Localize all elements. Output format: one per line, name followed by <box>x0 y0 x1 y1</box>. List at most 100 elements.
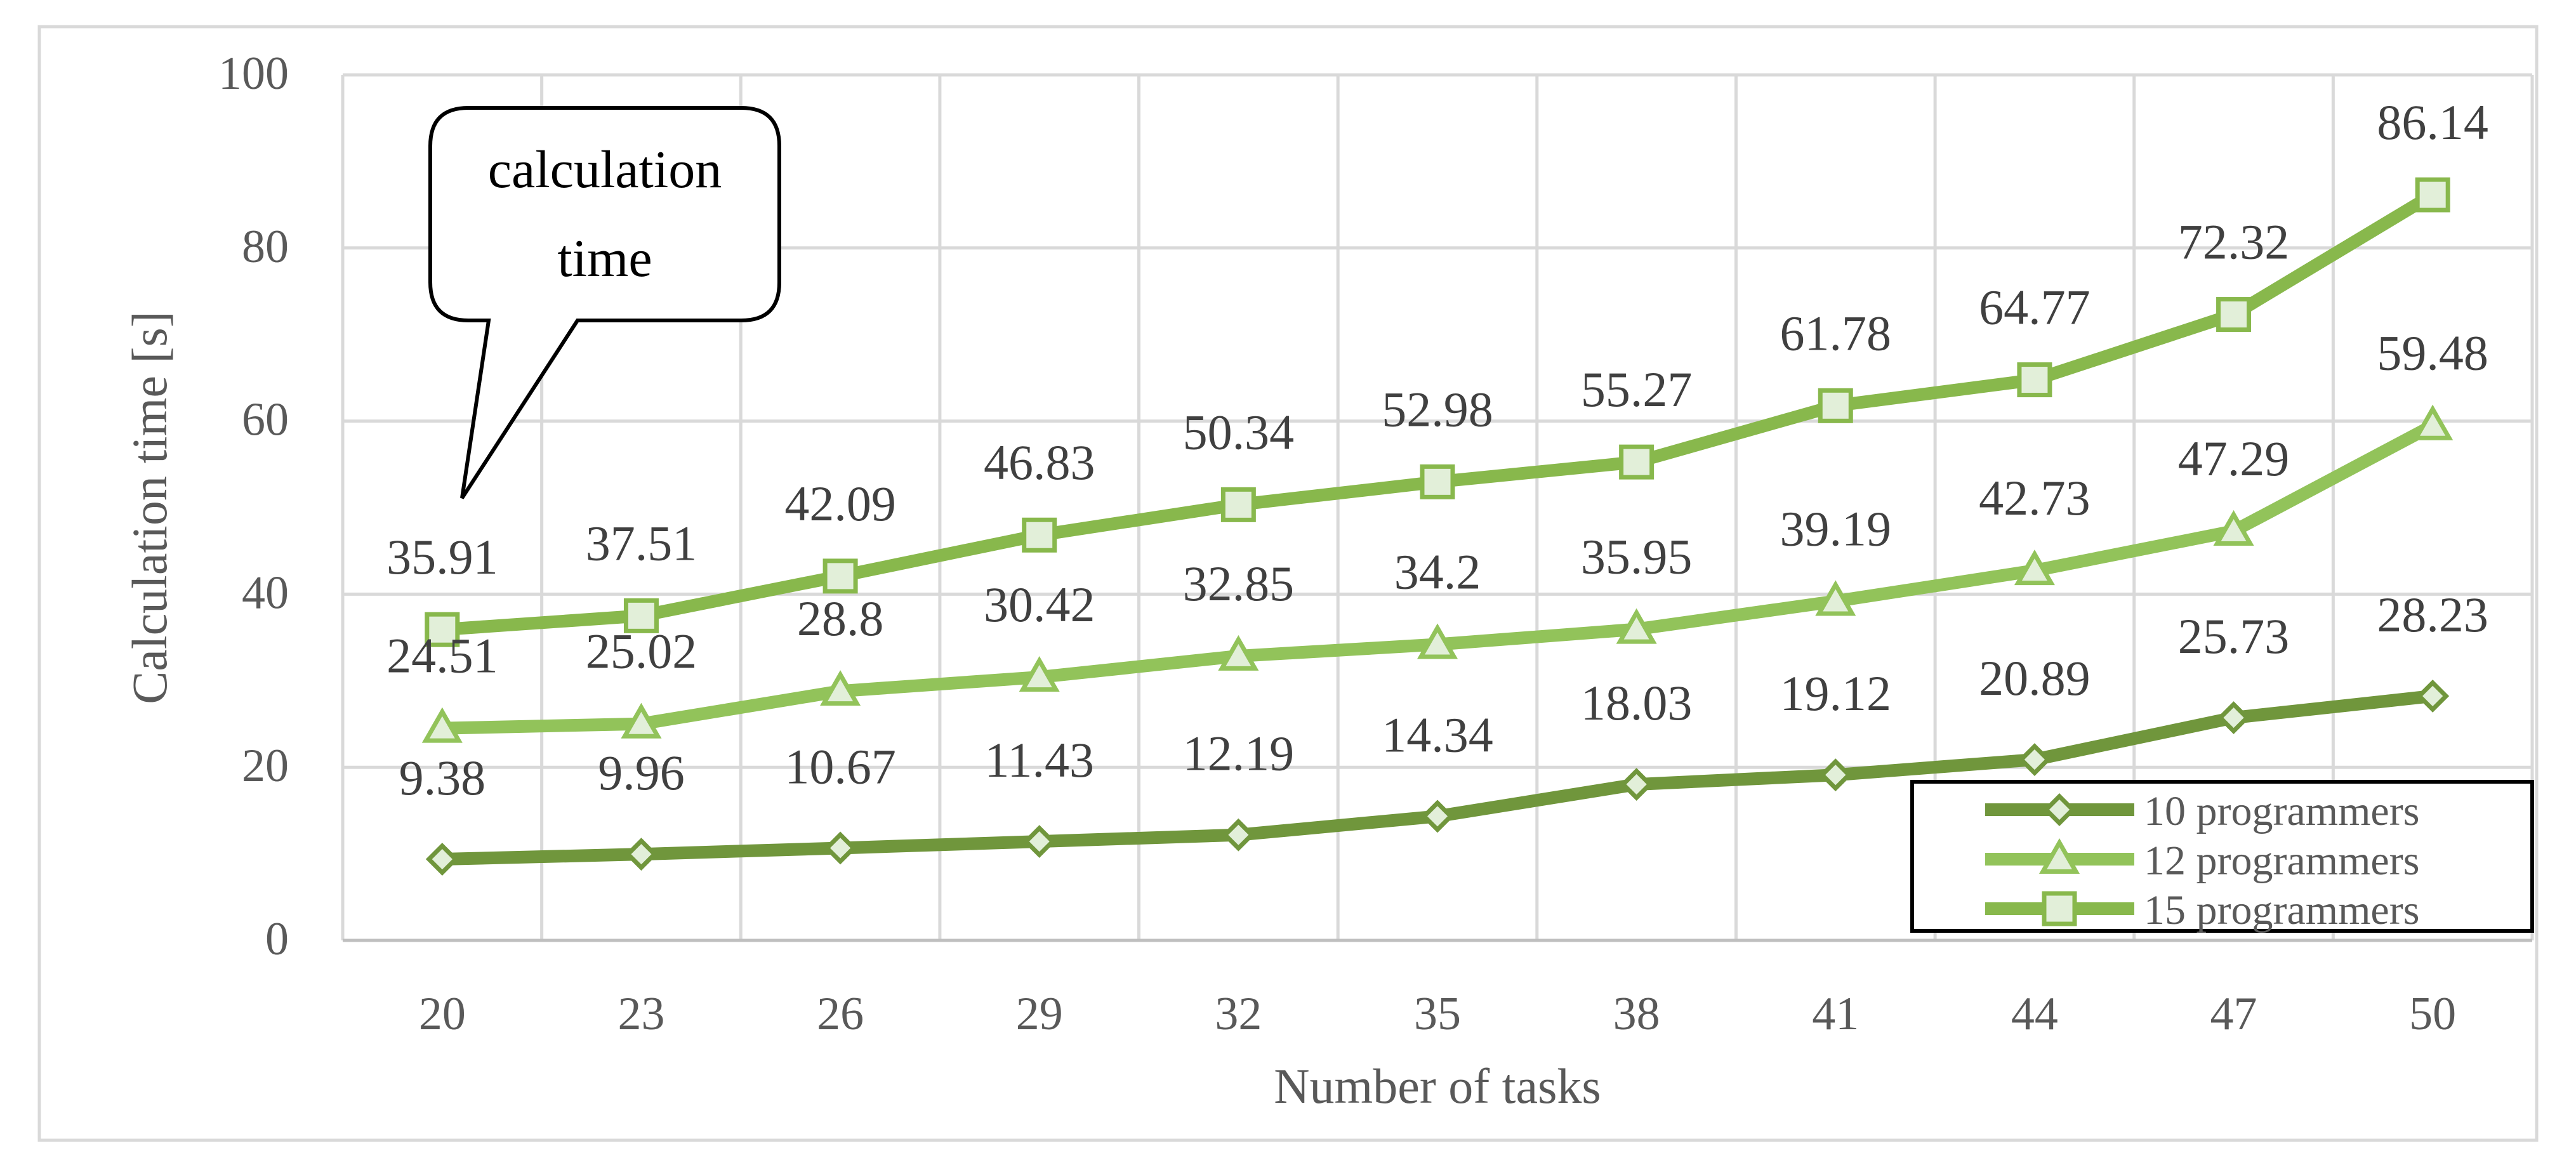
data-label: 24.51 <box>386 628 498 683</box>
series-3-point <box>822 558 858 594</box>
series-2-point <box>2412 404 2454 440</box>
data-label: 14.34 <box>1382 707 1493 762</box>
data-label: 18.03 <box>1581 675 1693 730</box>
data-label: 28.8 <box>797 591 884 646</box>
series-2-point <box>1815 580 1856 616</box>
x-tick-label: 20 <box>419 988 466 1040</box>
series-3-point <box>425 612 460 647</box>
series-1-point <box>425 843 459 876</box>
y-tick-label: 80 <box>242 221 289 273</box>
data-label: 28.23 <box>2377 587 2488 642</box>
series-3-point <box>2415 177 2450 213</box>
data-label: 9.38 <box>399 750 486 805</box>
callout-bubble <box>428 106 781 499</box>
series-2-point <box>421 707 463 743</box>
data-label: 35.91 <box>386 529 498 584</box>
data-label: 19.12 <box>1780 666 1892 721</box>
axis-layer: 0 20 40 60 80 100 20 23 26 29 32 35 38 41 44 47 50 Number… <box>122 48 2456 1114</box>
x-tick-label: 23 <box>618 988 664 1040</box>
series-2-point <box>1019 656 1060 692</box>
data-label: 34.2 <box>1394 544 1481 600</box>
data-label: 52.98 <box>1382 381 1493 437</box>
x-tick-label: 26 <box>817 988 864 1040</box>
grid-layer <box>341 73 2534 942</box>
series-2-point <box>820 670 861 706</box>
x-tick-label: 32 <box>1215 988 1262 1040</box>
series-2-point <box>1616 608 1657 644</box>
x-tick-label: 47 <box>2210 988 2257 1040</box>
y-tick-label: 20 <box>242 740 289 792</box>
data-label: 35.95 <box>1581 529 1693 584</box>
series-1-point <box>2018 743 2051 777</box>
data-label: 30.42 <box>984 577 1095 632</box>
data-label: 37.51 <box>586 515 697 570</box>
data-label: 12.19 <box>1183 726 1295 781</box>
data-label: 86.14 <box>2377 95 2488 150</box>
x-tick-label: 41 <box>1812 988 1859 1040</box>
x-tick-label: 29 <box>1016 988 1063 1040</box>
series-3-point <box>2017 362 2052 398</box>
data-label: 61.78 <box>1780 305 1892 360</box>
data-label: 25.02 <box>586 624 697 679</box>
data-label: 50.34 <box>1183 404 1295 459</box>
data-label: 64.77 <box>1979 280 2091 335</box>
x-tick-label: 38 <box>1613 988 1660 1040</box>
series-2-point <box>2213 510 2254 546</box>
data-label: 47.29 <box>2178 431 2290 486</box>
data-label: 59.48 <box>2377 326 2488 381</box>
series-1-point <box>624 838 658 871</box>
y-tick-label: 60 <box>242 394 289 446</box>
series-3-point <box>2216 297 2252 333</box>
x-tick-label: 50 <box>2409 988 2456 1040</box>
data-label: 46.83 <box>984 435 1095 490</box>
series-2-point <box>621 702 662 739</box>
series-2-point <box>1218 635 1259 671</box>
series-1-point <box>1022 825 1056 859</box>
data-label: 42.09 <box>784 476 896 531</box>
x-axis-title: Number of tasks <box>1274 1058 1601 1114</box>
series-3-point <box>1220 487 1256 522</box>
series-3-point <box>1420 464 1455 499</box>
legend-marker <box>2038 838 2080 874</box>
data-label: 11.43 <box>984 732 1094 787</box>
y-tick-label: 40 <box>242 567 289 619</box>
legend-marker <box>2043 793 2076 826</box>
x-tick-label: 35 <box>1414 988 1461 1040</box>
y-tick-label: 100 <box>218 48 289 100</box>
y-tick-label: 0 <box>265 913 289 965</box>
data-label: 20.89 <box>1979 650 2091 706</box>
data-label: 42.73 <box>1979 470 2091 525</box>
data-label: 55.27 <box>1581 362 1693 417</box>
series-2-point <box>2014 550 2055 586</box>
series-1-point <box>1222 818 1255 852</box>
data-label: 32.85 <box>1183 556 1295 611</box>
series-1-point <box>2217 701 2250 734</box>
callout-text-line: calculation <box>488 140 722 199</box>
series-1-point <box>1620 768 1653 801</box>
series-3-point <box>1818 388 1853 423</box>
x-tick-label: 44 <box>2011 988 2058 1040</box>
series-1-point <box>1421 800 1454 833</box>
legend-marker <box>2042 891 2077 926</box>
series-3-point <box>1022 517 1057 553</box>
y-axis-title: Calculation time [s] <box>122 311 177 704</box>
series-3-point <box>1619 444 1655 480</box>
data-label: 39.19 <box>1780 501 1892 556</box>
data-label: 9.96 <box>598 745 685 800</box>
series-1-point <box>1819 758 1853 792</box>
data-label-layer: 9.38 9.96 10.67 11.43 12.19 14.34 18.03 19.12 20… <box>386 95 2488 805</box>
legend-label: 10 programmers <box>2144 788 2419 834</box>
series-1-point <box>2416 679 2450 713</box>
series-3-point <box>623 598 659 633</box>
legend-label: 12 programmers <box>2144 838 2419 884</box>
legend-label: 15 programmers <box>2144 887 2419 933</box>
series-2-point <box>1417 623 1458 659</box>
series-layer <box>421 177 2454 876</box>
series-1-point <box>824 831 857 865</box>
callout-text-line: time <box>557 229 652 288</box>
data-label: 25.73 <box>2178 609 2290 664</box>
data-label: 10.67 <box>784 739 896 794</box>
